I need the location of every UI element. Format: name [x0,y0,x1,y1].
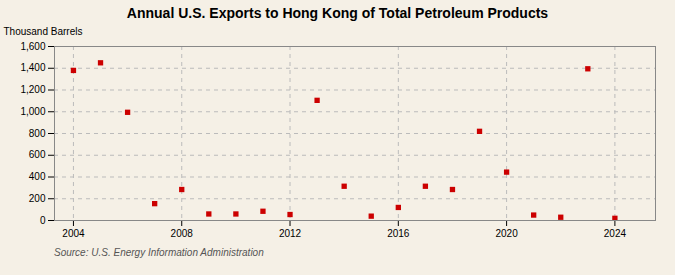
svg-text:Thousand Barrels: Thousand Barrels [4,26,83,37]
svg-text:2004: 2004 [62,228,85,239]
svg-text:1,400: 1,400 [20,62,45,73]
svg-text:400: 400 [29,171,46,182]
svg-text:600: 600 [29,149,46,160]
svg-text:800: 800 [29,128,46,139]
svg-text:2020: 2020 [495,228,518,239]
svg-text:1,200: 1,200 [20,84,45,95]
svg-text:0: 0 [40,215,46,226]
svg-text:2016: 2016 [387,228,410,239]
html-text:Source: U.S. Energy Informatio: Source: U.S. Energy Information Administ… [54,247,264,258]
svg-text:200: 200 [29,193,46,204]
svg-text:2008: 2008 [171,228,194,239]
svg-text:2024: 2024 [604,228,627,239]
html-text:Annual U.S. Exports to Hong Ko: Annual U.S. Exports to Hong Kong of Tota… [126,5,549,21]
svg-text:1,600: 1,600 [20,41,45,52]
svg-text:2012: 2012 [279,228,302,239]
svg-text:1,000: 1,000 [20,106,45,117]
